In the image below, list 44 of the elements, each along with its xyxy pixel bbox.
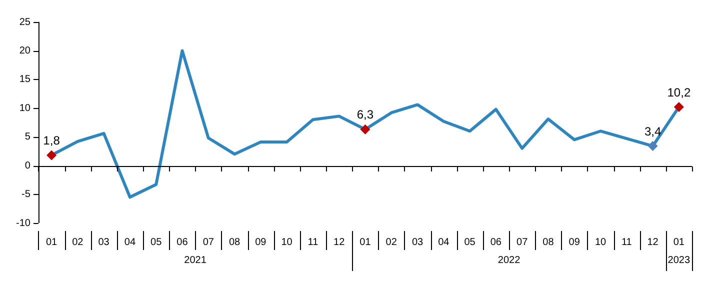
- y-tick-label: -10: [16, 218, 31, 229]
- x-tick-label: 08: [228, 236, 241, 248]
- x-tick-label: 01: [46, 236, 58, 248]
- point: [46, 150, 57, 160]
- data-label: 3,4: [644, 124, 662, 138]
- x-tick-label: 12: [334, 236, 346, 248]
- x-tick-label: 10: [281, 236, 293, 248]
- x-tick-label: 09: [568, 236, 580, 248]
- x-tick-label: 04: [124, 236, 136, 248]
- text: 2021: [184, 254, 207, 266]
- data-label: 1,8: [43, 134, 60, 148]
- y-tick-label: 0: [24, 160, 31, 172]
- text: 2023: [668, 254, 690, 266]
- data-label: 6,3: [356, 108, 374, 122]
- point: [648, 141, 658, 152]
- x-tick-label: 10: [594, 236, 606, 248]
- y-tick-label: -5: [22, 189, 31, 200]
- y-tick-label: 10: [19, 102, 31, 114]
- x-tick-label: 06: [176, 236, 188, 248]
- x-tick-label: 04: [438, 236, 450, 248]
- x-tick-label: 08: [542, 236, 554, 248]
- x-tick-label: 09: [255, 236, 267, 248]
- x-tick-label: 02: [72, 236, 84, 248]
- x-tick-label: 07: [516, 236, 528, 248]
- x-tick-label: 07: [202, 236, 214, 248]
- y-tick-label: 5: [24, 132, 31, 143]
- x-tick-label: 05: [150, 236, 162, 248]
- x-tick-label: 12: [647, 236, 659, 248]
- y-tick-label: 15: [19, 74, 31, 86]
- point: [360, 124, 370, 134]
- x-tick-label: 03: [98, 236, 110, 248]
- point: [674, 102, 684, 112]
- x-tick-label: 02: [386, 236, 398, 248]
- x-tick-label: 03: [412, 236, 424, 248]
- x-tick-label: 11: [308, 236, 319, 248]
- x-tick-label: 01: [673, 236, 685, 248]
- x-tick-label: 01: [360, 236, 372, 248]
- y-tick-label: 25: [19, 16, 31, 28]
- text: 2022: [498, 254, 521, 266]
- x-tick-label: 06: [490, 236, 502, 248]
- y-tick-label: 20: [19, 45, 31, 56]
- data-label: 10,2: [667, 85, 691, 100]
- x-tick-label: 11: [621, 236, 632, 248]
- x-tick-label: 05: [464, 236, 476, 248]
